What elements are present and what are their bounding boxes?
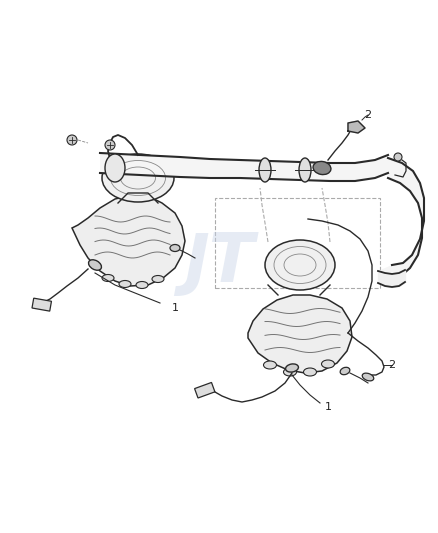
Ellipse shape <box>170 245 180 252</box>
Polygon shape <box>72 195 185 286</box>
Text: JT: JT <box>184 230 254 296</box>
Ellipse shape <box>286 364 298 372</box>
Polygon shape <box>248 295 352 373</box>
Ellipse shape <box>304 368 317 376</box>
Ellipse shape <box>283 368 297 376</box>
Ellipse shape <box>152 276 164 282</box>
Polygon shape <box>100 153 388 181</box>
Text: 1: 1 <box>325 402 332 412</box>
Circle shape <box>394 153 402 161</box>
Ellipse shape <box>264 361 276 369</box>
Ellipse shape <box>102 274 114 281</box>
Bar <box>32 298 51 311</box>
Polygon shape <box>348 121 365 133</box>
Text: 1: 1 <box>172 303 179 313</box>
Ellipse shape <box>265 240 335 290</box>
Ellipse shape <box>105 154 125 182</box>
Text: 2: 2 <box>389 360 396 370</box>
Ellipse shape <box>136 281 148 288</box>
Bar <box>215 198 380 288</box>
Text: 2: 2 <box>364 110 371 120</box>
Circle shape <box>105 140 115 150</box>
Polygon shape <box>378 158 424 287</box>
Ellipse shape <box>362 373 374 381</box>
Ellipse shape <box>259 158 271 182</box>
Ellipse shape <box>321 360 335 368</box>
Circle shape <box>67 135 77 145</box>
Ellipse shape <box>313 161 331 175</box>
Ellipse shape <box>340 367 350 375</box>
Ellipse shape <box>119 280 131 287</box>
Ellipse shape <box>299 158 311 182</box>
Bar <box>194 383 215 398</box>
Ellipse shape <box>102 154 174 202</box>
Ellipse shape <box>88 260 102 270</box>
